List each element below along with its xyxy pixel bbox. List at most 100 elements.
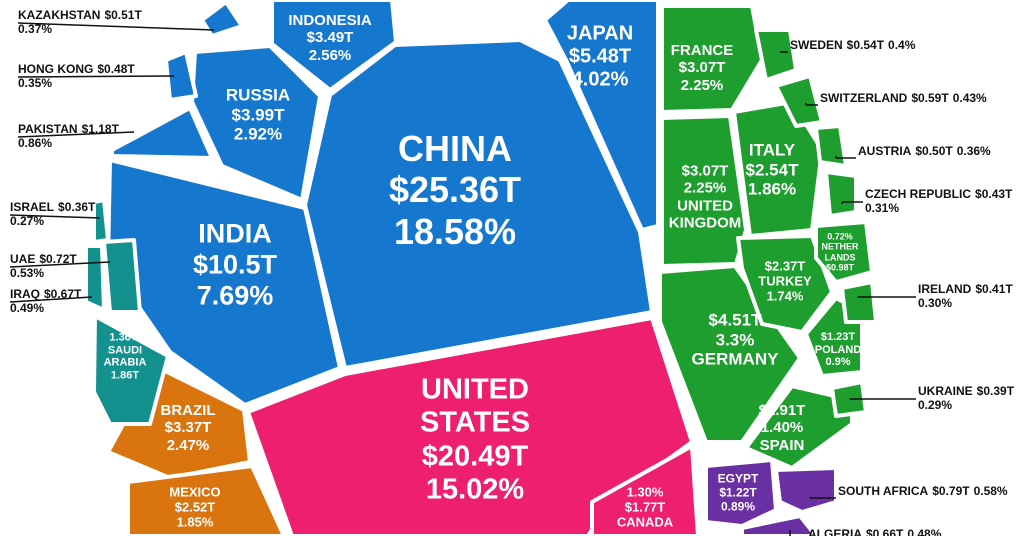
share-label: 1.40%	[760, 419, 804, 437]
country-name: SWITZERLAND	[820, 91, 908, 105]
country-name: PAKISTAN	[18, 122, 78, 136]
value-label: $3.49T	[306, 29, 354, 47]
cell	[102, 238, 142, 314]
share-label: 0.49%	[10, 301, 45, 316]
cell-label: CHINA $25.36T 18.58%	[345, 128, 565, 252]
cell-label: MEXICO $2.52T 1.85%	[150, 484, 240, 531]
value-label: $0.98T	[825, 262, 855, 273]
name: INDONESIA	[288, 12, 372, 30]
cell-label: JAPAN $5.48T 4.02%	[545, 23, 655, 92]
gdp-label: $0.51T	[104, 8, 142, 22]
cell	[774, 466, 838, 514]
cell	[704, 458, 778, 528]
callout-label: PAKISTAN $1.18T 0.86%	[18, 122, 123, 151]
callout-label: AUSTRIA $0.50T 0.36%	[858, 144, 995, 158]
name: EGYPT	[717, 471, 759, 486]
cell	[110, 106, 214, 160]
country-name: ISRAEL	[10, 200, 55, 214]
country-name: AUSTRIA	[858, 144, 912, 158]
leader-line	[17, 22, 215, 31]
cell-label: $2.37T TURKEY 1.74%	[750, 259, 820, 305]
name: FRANCE	[670, 42, 734, 60]
name: GERMANY	[691, 349, 779, 369]
share-label: 0.43%	[952, 91, 987, 105]
share-label: 2.92%	[233, 124, 283, 144]
gdp-label: $0.36T	[58, 200, 96, 214]
cell	[164, 50, 198, 102]
value-label: $2.54T	[745, 160, 799, 180]
cell	[660, 4, 764, 114]
share-label: 0.58%	[973, 484, 1008, 498]
cell	[740, 514, 818, 536]
name: CHINA	[398, 127, 512, 169]
share-label: 4.02%	[571, 68, 629, 91]
share-label: 0.53%	[10, 266, 45, 281]
gdp-label: $0.41T	[975, 282, 1013, 296]
value-label: $3.37T	[164, 419, 212, 437]
share-label: 0.9%	[825, 356, 851, 369]
share-label: 7.69%	[196, 280, 274, 311]
cell-label: 1.36% SAUDI ARABIA 1.86T	[95, 332, 155, 383]
cell	[126, 464, 286, 536]
name: UNITED KINGDOM	[668, 197, 742, 232]
cell	[814, 220, 874, 284]
name: ITALY	[748, 140, 796, 160]
cell	[92, 314, 170, 426]
country-name: SWEDEN	[790, 38, 843, 52]
cell	[754, 28, 798, 82]
country-name: ALGERIA	[808, 527, 862, 536]
cell	[824, 170, 858, 218]
cell	[303, 38, 654, 370]
gdp-label: $0.79T	[932, 484, 970, 498]
gdp-label: $0.67T	[44, 287, 82, 301]
name: JAPAN	[566, 22, 634, 45]
value-label: $1.77T	[624, 499, 666, 515]
value-label: $4.51T	[708, 310, 762, 330]
cell-label: ITALY $2.54T 1.86%	[732, 141, 812, 200]
name: MEXICO	[169, 484, 221, 500]
share-label: 0.4%	[888, 38, 916, 52]
gdp-label: $0.59T	[911, 91, 949, 105]
callout-label: IRAQ $0.67T 0.49%	[10, 287, 85, 316]
share-label: 0.36%	[956, 144, 991, 158]
gdp-label: $0.72T	[39, 252, 77, 266]
callout-label: SWITZERLAND $0.59T 0.43%	[820, 91, 991, 105]
value-label: $3.07T	[678, 59, 726, 77]
cell-label: $1.23T POLAND 0.9%	[813, 331, 863, 369]
leader-line	[17, 75, 175, 78]
share-label: 0.37%	[18, 22, 53, 37]
name: SPAIN	[759, 436, 805, 454]
share-label: 0.30%	[918, 296, 953, 311]
callout-label: CZECH REPUBLIC $0.43T 0.31%	[865, 187, 1016, 216]
country-name: IRELAND	[918, 282, 972, 296]
cell-label: INDIA $10.5T 7.69%	[165, 218, 305, 311]
country-name: KAZAKHSTAN	[18, 8, 101, 22]
share-label: 18.58%	[393, 210, 517, 252]
value-label: $1.23T	[820, 331, 856, 344]
cell-label: BRAZIL $3.37T 2.47%	[138, 402, 238, 454]
cell	[84, 244, 106, 312]
gdp-label: $0.54T	[846, 38, 885, 52]
value-label: $5.48T	[568, 45, 632, 68]
share-label: 0.31%	[865, 201, 900, 216]
share-label: 1.74%	[766, 288, 804, 304]
share-label: 1.86%	[747, 179, 797, 199]
cell	[200, 0, 244, 38]
name: TURKEY	[758, 273, 812, 289]
share-label: 0.89%	[720, 498, 756, 513]
name: POLAND	[814, 343, 862, 356]
share-label: 2.25%	[683, 179, 727, 197]
cell	[190, 44, 322, 202]
share-label: 0.86%	[18, 136, 53, 151]
country-name: CZECH REPUBLIC	[865, 187, 972, 201]
callout-label: KAZAKHSTAN $0.51T 0.37%	[18, 8, 146, 37]
cell	[774, 74, 824, 128]
share-label: 1.30%	[626, 484, 664, 500]
callout-label: SWEDEN $0.54T 0.4%	[790, 38, 919, 52]
country-name: UAE	[10, 252, 36, 266]
name: NETHER LANDS	[821, 241, 859, 262]
leader-line	[9, 296, 93, 303]
cell	[840, 280, 878, 324]
gdp-label: $0.50T	[915, 144, 953, 158]
